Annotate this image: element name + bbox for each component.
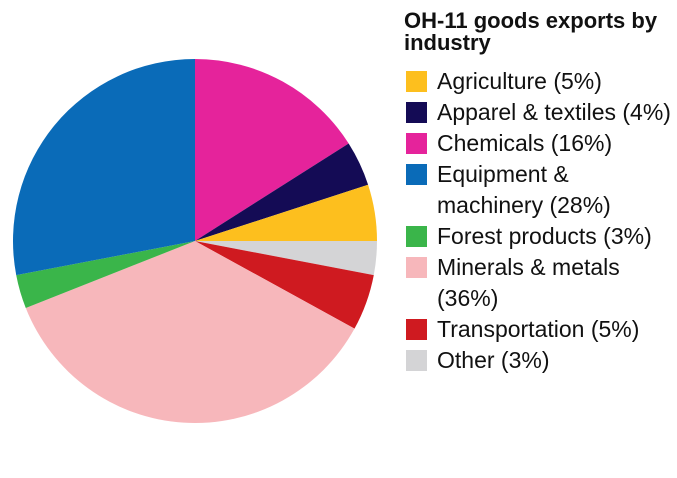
legend-label-transportation: Transportation (5%) [437, 316, 640, 342]
pie-slice-transportation [195, 241, 374, 329]
legend-item-chemicals: Chemicals (16%) [406, 128, 674, 159]
pie-slice-minerals-metals [25, 241, 355, 424]
pie-slice-agriculture [195, 184, 377, 241]
legend-swatch-apparel-textiles [406, 102, 427, 123]
legend-label-chemicals: Chemicals (16%) [437, 130, 613, 156]
legend-label-agriculture: Agriculture (5%) [437, 68, 602, 94]
legend-item-apparel-textiles: Apparel & textiles (4%) [406, 97, 674, 128]
legend-swatch-other [406, 350, 427, 371]
legend-item-transportation: Transportation (5%) [406, 314, 674, 345]
legend-item-minerals-metals: Minerals & metals (36%) [406, 252, 674, 314]
legend-item-forest-products: Forest products (3%) [406, 221, 674, 252]
legend-title: OH-11 goods exports by industry [404, 8, 658, 55]
pie-chart [12, 59, 377, 424]
legend-label-minerals-metals: Minerals & metals (36%) [437, 254, 620, 311]
legend-swatch-forest-products [406, 226, 427, 247]
legend-swatch-minerals-metals [406, 257, 427, 278]
legend-swatch-chemicals [406, 133, 427, 154]
legend-item-other: Other (3%) [406, 345, 674, 376]
pie-slice-other [195, 241, 377, 276]
legend-label-equipment-machinery: Equipment & machinery (28%) [437, 161, 611, 218]
pie-slice-forest-products [16, 241, 195, 308]
legend-item-equipment-machinery: Equipment & machinery (28%) [406, 159, 674, 221]
pie-slice-chemicals [195, 59, 349, 241]
legend-swatch-agriculture [406, 71, 427, 92]
pie-slice-apparel-textiles [195, 143, 369, 241]
legend-swatch-transportation [406, 319, 427, 340]
legend-label-apparel-textiles: Apparel & textiles (4%) [437, 99, 671, 125]
legend-item-agriculture: Agriculture (5%) [406, 66, 674, 97]
legend-label-other: Other (3%) [437, 347, 550, 373]
pie-slice-equipment-machinery [12, 59, 196, 276]
legend-label-forest-products: Forest products (3%) [437, 223, 652, 249]
legend-swatch-equipment-machinery [406, 164, 427, 185]
legend: Agriculture (5%) Apparel & textiles (4%)… [406, 66, 674, 376]
